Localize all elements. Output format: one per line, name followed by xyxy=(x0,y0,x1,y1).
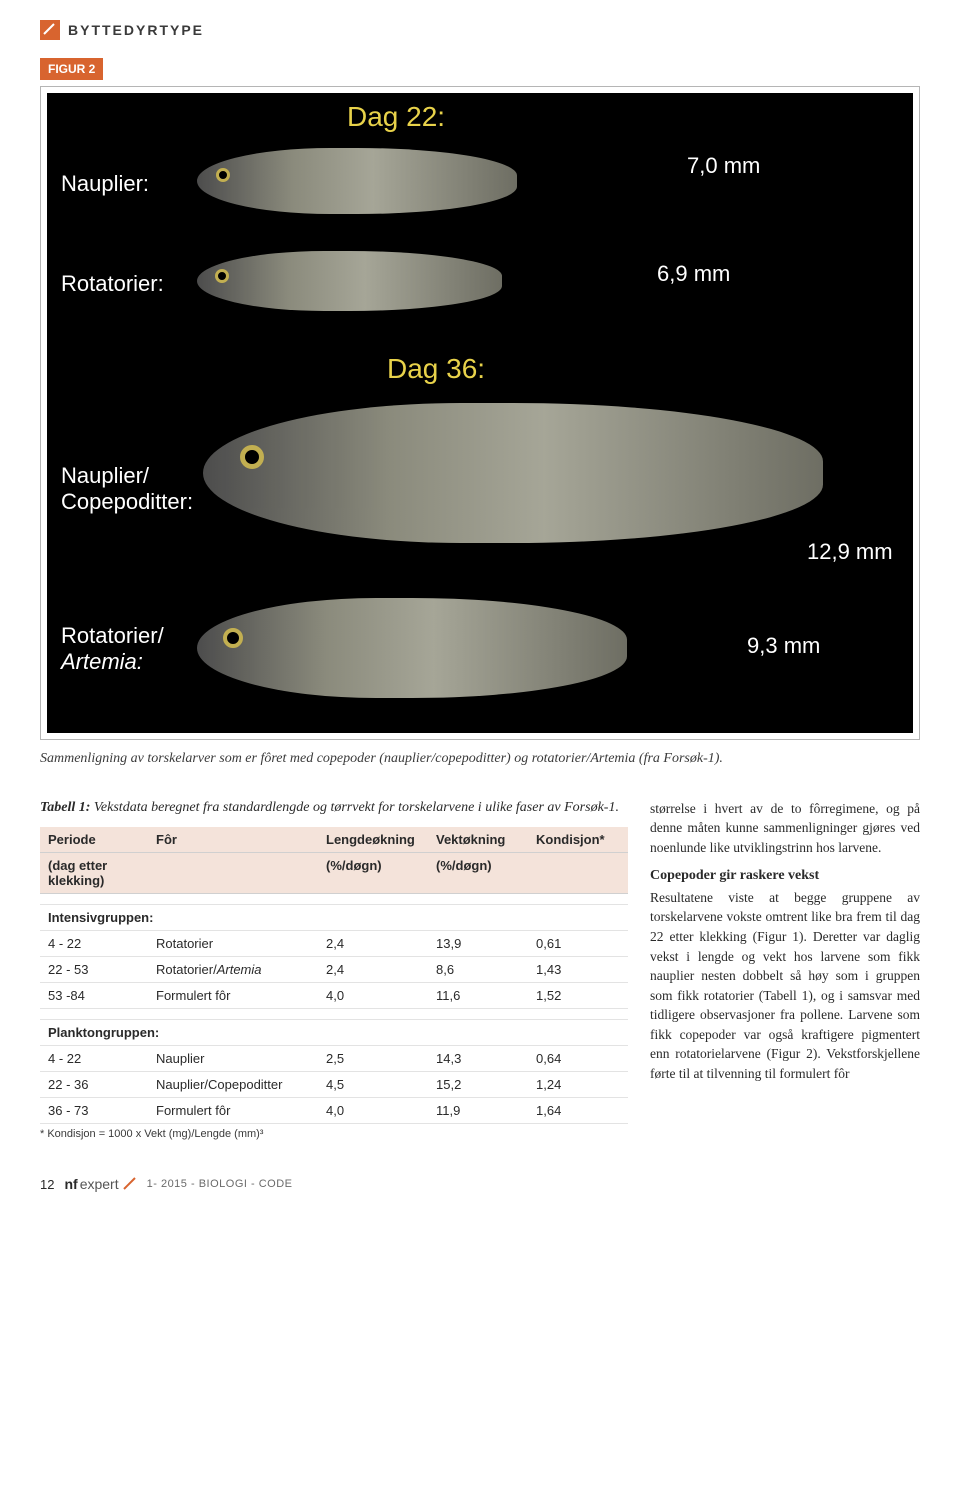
page-footer: 12 nfexpert 1- 2015 - BIOLOGI - CODE xyxy=(40,1176,920,1192)
label-nauplier: Nauplier: xyxy=(61,171,149,197)
footer-logo: nfexpert xyxy=(64,1176,136,1192)
th-lengde: Lengdeøkning xyxy=(318,827,428,853)
th-kond: Kondisjon* xyxy=(528,827,628,853)
sub-vekt: (%/døgn) xyxy=(428,853,528,894)
fish-rotatorier-icon xyxy=(197,251,502,311)
table-footnote: * Kondisjon = 1000 x Vekt (mg)/Lengde (m… xyxy=(40,1124,628,1140)
body-para1: størrelse i hvert av de to fôrregimene, … xyxy=(650,799,920,858)
footer-meta: 1- 2015 - BIOLOGI - CODE xyxy=(147,1178,293,1190)
table-row: 53 -84 Formulert fôr 4,0 11,6 1,52 xyxy=(40,983,628,1009)
label-nauplier-cop-l1: Nauplier/ xyxy=(61,463,149,489)
fish-rot-art-icon xyxy=(197,598,627,698)
table-row: 22 - 53 Rotatorier/Artemia 2,4 8,6 1,43 xyxy=(40,957,628,983)
mm-nauplier-cop: 12,9 mm xyxy=(807,539,893,565)
body-para2: Resultatene viste at begge gruppene av t… xyxy=(650,888,920,1084)
footer-logo-expert: expert xyxy=(80,1176,119,1192)
day36-heading: Dag 36: xyxy=(387,353,485,385)
page-number: 12 xyxy=(40,1177,54,1192)
table-title-prefix: Tabell 1: xyxy=(40,800,90,815)
table-title: Tabell 1: Vekstdata beregnet fra standar… xyxy=(40,799,628,817)
label-rot-art-l2: Artemia: xyxy=(61,649,143,675)
body-text-column: størrelse i hvert av de to fôrregimene, … xyxy=(650,799,920,1140)
figure-photo: Dag 22: Nauplier: 7,0 mm Rotatorier: 6,9… xyxy=(47,93,913,733)
lower-columns: Tabell 1: Vekstdata beregnet fra standar… xyxy=(40,799,920,1140)
table-subheader-row: (dag etter klekking) (%/døgn) (%/døgn) xyxy=(40,853,628,894)
sub-periode: (dag etter klekking) xyxy=(40,853,148,894)
th-vekt: Vektøkning xyxy=(428,827,528,853)
label-rot-art-l1: Rotatorier/ xyxy=(61,623,164,649)
label-nauplier-cop-l2: Copepoditter: xyxy=(61,489,193,515)
th-periode: Periode xyxy=(40,827,148,853)
figure-container: Dag 22: Nauplier: 7,0 mm Rotatorier: 6,9… xyxy=(40,86,920,740)
growth-table: Periode Fôr Lengdeøkning Vektøkning Kond… xyxy=(40,827,628,1124)
table-header-row: Periode Fôr Lengdeøkning Vektøkning Kond… xyxy=(40,827,628,853)
table-column: Tabell 1: Vekstdata beregnet fra standar… xyxy=(40,799,628,1140)
footer-swoosh-icon xyxy=(123,1177,137,1191)
table-row: 4 - 22 Nauplier 2,5 14,3 0,64 xyxy=(40,1046,628,1072)
fish-nauplier-icon xyxy=(197,148,517,214)
footer-logo-nf: nf xyxy=(64,1176,77,1192)
mm-rot-art: 9,3 mm xyxy=(747,633,820,659)
table-row: 36 - 73 Formulert fôr 4,0 11,9 1,64 xyxy=(40,1098,628,1124)
section-title: BYTTEDYRTYPE xyxy=(68,22,204,38)
table-spacer xyxy=(40,1009,628,1020)
sub-empty2 xyxy=(528,853,628,894)
section-intensiv: Intensivgruppen: xyxy=(40,905,628,931)
body-subhead: Copepoder gir raskere vekst xyxy=(650,866,920,886)
mm-rotatorier: 6,9 mm xyxy=(657,261,730,287)
mm-nauplier: 7,0 mm xyxy=(687,153,760,179)
section-header: BYTTEDYRTYPE xyxy=(40,20,920,40)
table-spacer xyxy=(40,894,628,905)
th-for: Fôr xyxy=(148,827,318,853)
sub-empty1 xyxy=(148,853,318,894)
figure-caption: Sammenligning av torskelarver som er fôr… xyxy=(40,750,920,769)
figure-tag: FIGUR 2 xyxy=(40,58,103,80)
fish-nauplier-cop-icon xyxy=(203,403,823,543)
label-rotatorier: Rotatorier: xyxy=(61,271,164,297)
table-title-text: Vekstdata beregnet fra standardlengde og… xyxy=(90,800,619,815)
table-row: 22 - 36 Nauplier/Copepoditter 4,5 15,2 1… xyxy=(40,1072,628,1098)
table-row: 4 - 22 Rotatorier 2,4 13,9 0,61 xyxy=(40,931,628,957)
day22-heading: Dag 22: xyxy=(347,101,445,133)
sub-lengde: (%/døgn) xyxy=(318,853,428,894)
header-accent-icon xyxy=(40,20,60,40)
section-plankton: Planktongruppen: xyxy=(40,1020,628,1046)
